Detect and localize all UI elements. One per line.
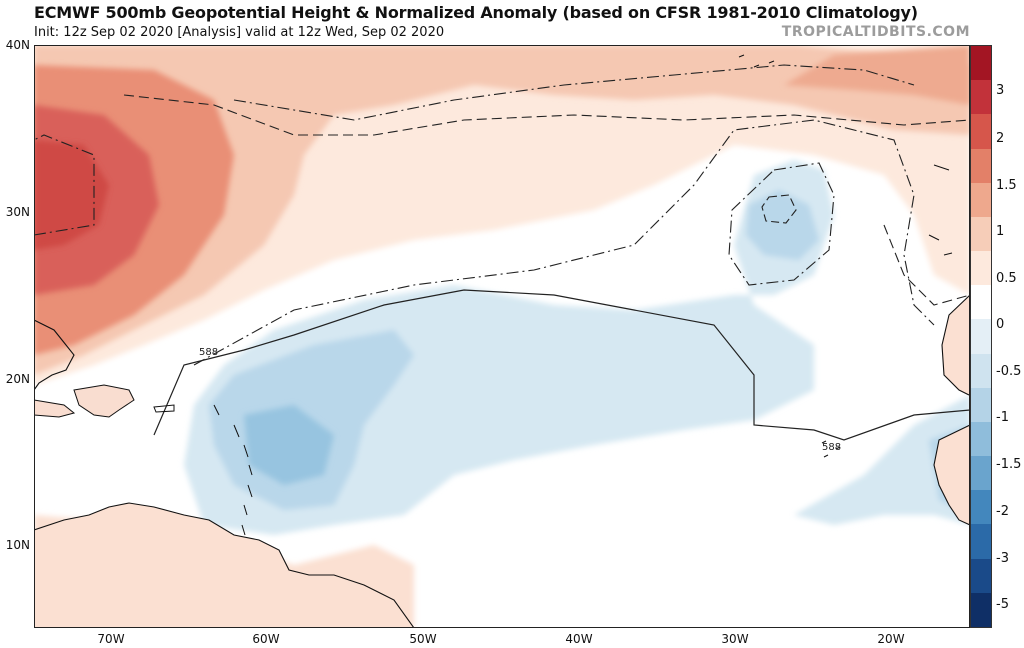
lon-label-40w: 40W — [565, 632, 593, 646]
colorbar-segment — [971, 46, 991, 81]
lon-label-70w: 70W — [97, 632, 125, 646]
colorbar-segment — [971, 251, 991, 286]
colorbar-label-neg-0-5: -0.5 — [996, 364, 1022, 379]
colorbar-label-0: 0 — [996, 317, 1005, 332]
coastline-africa-west — [933, 294, 970, 526]
colorbar-label-0-5: 0.5 — [996, 271, 1017, 286]
coastline-azores — [738, 54, 775, 68]
contour-label-588-west: 588 — [199, 347, 218, 358]
colorbar-label-neg-2: -2 — [996, 504, 1009, 519]
anomaly-map: 588 588 — [34, 45, 970, 628]
lon-label-20w: 20W — [877, 632, 905, 646]
coastline-hispaniola — [73, 384, 135, 418]
colorbar — [970, 45, 992, 628]
colorbar-segment — [971, 387, 991, 423]
colorbar-segment — [971, 319, 991, 355]
negative-anomaly-strong — [244, 405, 334, 485]
lon-label-50w: 50W — [409, 632, 437, 646]
colorbar-segment — [971, 216, 991, 252]
lat-label-10n: 10N — [5, 538, 30, 552]
colorbar-label-neg-1: -1 — [996, 410, 1009, 425]
colorbar-segment — [971, 490, 991, 525]
colorbar-label-1-5: 1.5 — [996, 178, 1017, 193]
positive-anomaly-max — [34, 140, 109, 250]
lat-label-40n: 40N — [5, 38, 30, 52]
height-contour-dashdot-north — [193, 119, 935, 366]
coastline-iberia-fragment — [928, 164, 953, 256]
colorbar-segment — [971, 148, 991, 184]
map-subtitle: Init: 12z Sep 02 2020 [Analysis] valid a… — [34, 25, 445, 40]
colorbar-segment — [971, 182, 991, 218]
map-title: ECMWF 500mb Geopotential Height & Normal… — [34, 3, 918, 22]
colorbar-label-neg-5: -5 — [996, 597, 1009, 612]
colorbar-segment — [971, 353, 991, 389]
colorbar-segment — [971, 456, 991, 491]
colorbar-segment — [971, 592, 991, 628]
coastline-us-east — [34, 319, 75, 391]
height-contour-dashdot-upper — [233, 64, 915, 121]
coastline-cape-verde — [821, 440, 841, 458]
negative-anomaly-low-center — [746, 190, 819, 260]
colorbar-label-3: 3 — [996, 83, 1005, 98]
cutoff-low-contour-outer — [728, 162, 835, 286]
lon-label-60w: 60W — [252, 632, 280, 646]
coastline-lesser-antilles — [213, 404, 253, 536]
brand-watermark: TROPICALTIDBITS.COM — [781, 24, 970, 40]
positive-anomaly-upper-right — [784, 45, 970, 105]
coastline-cuba — [34, 399, 76, 418]
negative-anomaly-east — [794, 395, 970, 525]
height-contour-dashed-east — [883, 224, 970, 306]
positive-anomaly-mid — [34, 45, 970, 375]
colorbar-label-1: 1 — [996, 224, 1005, 239]
coastline-puerto-rico — [153, 404, 175, 413]
lon-label-30w: 30W — [721, 632, 749, 646]
lat-label-20n: 20N — [5, 372, 30, 386]
lat-label-30n: 30N — [5, 205, 30, 219]
colorbar-label-neg-3: -3 — [996, 551, 1009, 566]
map-panel: 588 588 — [34, 45, 970, 628]
map-border — [34, 45, 970, 628]
colorbar-segment — [971, 524, 991, 560]
colorbar-segment — [971, 80, 991, 115]
colorbar-label-2: 2 — [996, 131, 1005, 146]
colorbar-segment — [971, 421, 991, 457]
coastline-south-america — [34, 502, 415, 628]
cutoff-low-contour-inner — [761, 194, 797, 224]
height-contour-588 — [153, 289, 970, 441]
colorbar-segment — [971, 285, 991, 320]
contour-label-588-east: 588 — [822, 442, 841, 453]
colorbar-label-neg-1-5: -1.5 — [996, 457, 1022, 472]
colorbar-segment — [971, 114, 991, 150]
colorbar-segment — [971, 558, 991, 594]
